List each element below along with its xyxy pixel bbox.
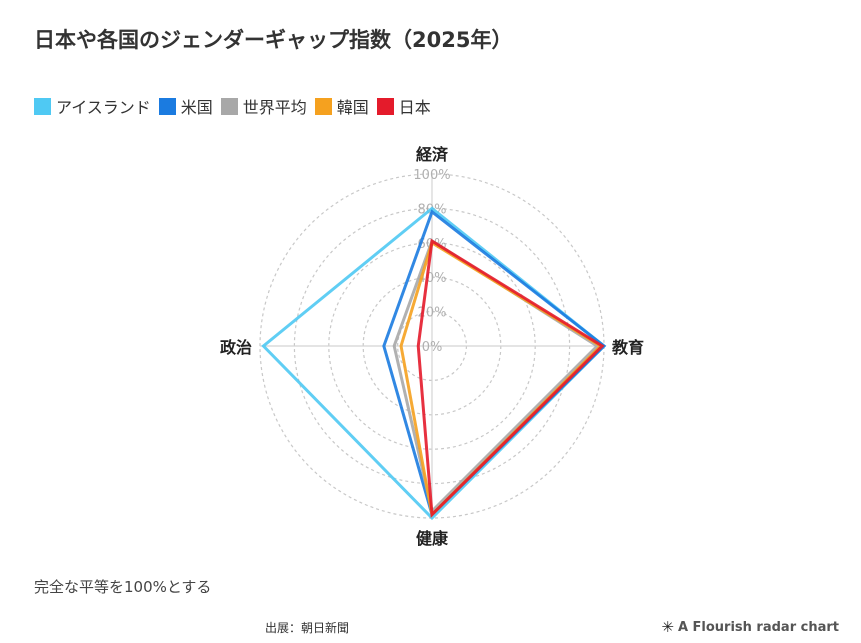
legend: アイスランド 米国 世界平均 韓国 日本 xyxy=(34,94,439,118)
legend-swatch xyxy=(158,97,176,115)
series xyxy=(261,206,607,521)
legend-label: 米国 xyxy=(180,98,213,117)
chart-title: 日本や各国のジェンダーギャップ指数（2025年） xyxy=(34,28,513,52)
legend-item[interactable]: 米国 xyxy=(158,94,213,118)
legend-swatch xyxy=(314,97,332,115)
legend-label: アイスランド xyxy=(56,98,151,117)
legend-swatch xyxy=(220,97,238,115)
axis-label: 経済 xyxy=(416,145,449,164)
series-line xyxy=(416,238,605,518)
flourish-credit-link[interactable]: ✳ A Flourish radar chart xyxy=(661,618,839,636)
tick-label: 0% xyxy=(422,340,443,355)
legend-swatch xyxy=(376,97,394,115)
legend-item[interactable]: アイスランド xyxy=(34,94,151,118)
legend-swatch xyxy=(34,97,51,115)
legend-label: 日本 xyxy=(398,98,431,117)
series-line xyxy=(261,206,607,521)
legend-label: 韓国 xyxy=(336,98,369,117)
axis-label: 教育 xyxy=(612,338,644,357)
legend-item[interactable]: 世界平均 xyxy=(220,94,307,118)
legend-label: 世界平均 xyxy=(242,98,307,117)
tick-label: 40% xyxy=(418,271,447,286)
source-text: 出展：朝日新聞 xyxy=(265,621,350,635)
tick-label: 100% xyxy=(413,168,450,183)
credit-label: A Flourish radar chart xyxy=(677,619,839,635)
axis-label: 政治 xyxy=(220,338,252,357)
legend-item[interactable]: 韓国 xyxy=(314,94,369,118)
tick-label: 20% xyxy=(418,306,447,321)
footnote: 完全な平等を100%とする xyxy=(34,578,212,596)
flourish-logo-icon: ✳ xyxy=(661,618,674,636)
axis-label: 健康 xyxy=(416,529,449,548)
legend-item[interactable]: 日本 xyxy=(376,94,431,118)
